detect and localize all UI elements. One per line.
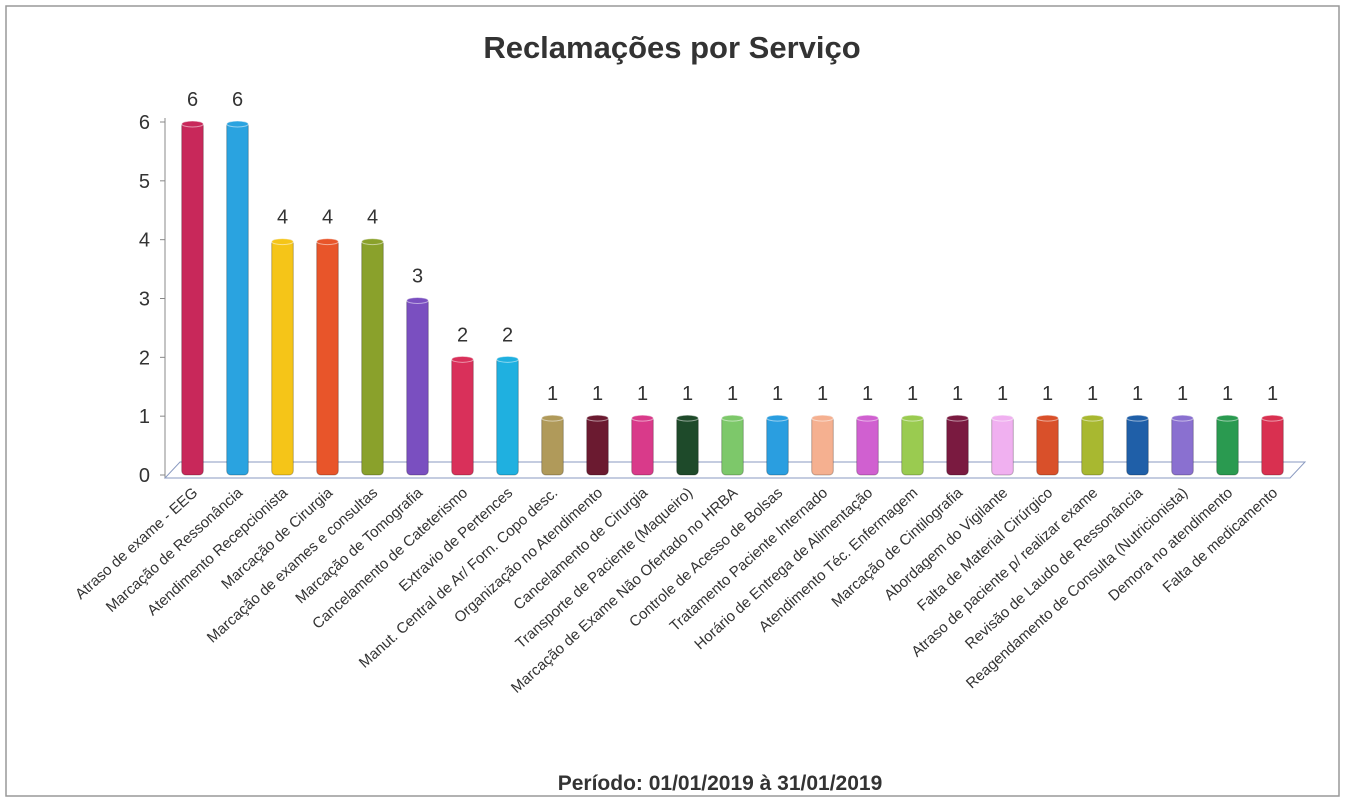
- bar-cap: [451, 355, 474, 363]
- bar-cap: [856, 414, 879, 422]
- bar: [991, 415, 1014, 476]
- bar-cap: [631, 414, 654, 422]
- value-label: 1: [817, 383, 828, 405]
- bar-cap: [541, 414, 564, 422]
- value-label: 6: [232, 89, 243, 111]
- bar-cap: [721, 414, 744, 422]
- y-tick-label: 1: [139, 406, 150, 428]
- bar-cap: [271, 238, 294, 246]
- bar-cap: [811, 414, 834, 422]
- y-tick-label: 4: [139, 230, 150, 252]
- bar-cap: [1081, 414, 1104, 422]
- bar-cap: [1126, 414, 1149, 422]
- bar-cap: [586, 414, 609, 422]
- value-label: 1: [727, 383, 738, 405]
- bar: [1216, 415, 1239, 476]
- value-label: 2: [502, 324, 513, 346]
- value-label: 1: [1042, 383, 1053, 405]
- value-label: 1: [682, 383, 693, 405]
- value-label: 1: [637, 383, 648, 405]
- value-label: 1: [592, 383, 603, 405]
- bar: [181, 121, 204, 476]
- bar-cap: [766, 414, 789, 422]
- bar-cap: [496, 355, 519, 363]
- bar-cap: [676, 414, 699, 422]
- bar-cap: [1261, 414, 1284, 422]
- bar: [496, 356, 519, 476]
- value-label: 1: [997, 383, 1008, 405]
- bar: [226, 121, 249, 476]
- y-tick-label: 0: [139, 465, 150, 487]
- bar-cap: [226, 120, 249, 128]
- bar: [1261, 415, 1284, 476]
- bar: [676, 415, 699, 476]
- value-label: 1: [862, 383, 873, 405]
- value-label: 1: [952, 383, 963, 405]
- bar: [901, 415, 924, 476]
- bar: [361, 239, 384, 476]
- bar: [451, 356, 474, 476]
- chart-subtitle: Período: 01/01/2019 à 31/01/2019: [558, 772, 883, 795]
- value-label: 1: [1087, 383, 1098, 405]
- y-tick-label: 3: [139, 289, 150, 311]
- y-tick-label: 2: [139, 347, 150, 369]
- chart-title: Reclamações por Serviço: [483, 30, 860, 65]
- bar: [856, 415, 879, 476]
- bar: [631, 415, 654, 476]
- bar-cap: [991, 414, 1014, 422]
- bar-cap: [361, 238, 384, 246]
- bar-cap: [406, 297, 429, 304]
- floor: [163, 461, 1307, 479]
- bar: [541, 415, 564, 476]
- value-label: 6: [187, 89, 198, 111]
- value-label: 1: [772, 383, 783, 405]
- bar: [316, 239, 339, 476]
- bar: [1036, 415, 1059, 476]
- bar: [766, 415, 789, 476]
- value-label: 1: [1267, 383, 1278, 405]
- bar: [1081, 415, 1104, 476]
- value-label: 2: [457, 324, 468, 346]
- value-label: 1: [1222, 383, 1233, 405]
- value-label: 4: [277, 207, 288, 229]
- bar-cap: [316, 238, 339, 246]
- value-label: 1: [547, 383, 558, 405]
- bar: [1171, 415, 1194, 476]
- bar: [406, 298, 429, 476]
- value-label: 4: [367, 207, 378, 229]
- bar: [721, 415, 744, 476]
- value-label: 3: [412, 266, 423, 288]
- bar: [271, 239, 294, 476]
- y-tick-label: 5: [139, 171, 150, 193]
- bar: [1126, 415, 1149, 476]
- bar: [811, 415, 834, 476]
- bar: [586, 415, 609, 476]
- bar-cap: [1171, 414, 1194, 422]
- y-tick-label: 6: [139, 112, 150, 134]
- bar-cap: [946, 414, 969, 422]
- value-label: 4: [322, 207, 333, 229]
- value-label: 1: [907, 383, 918, 405]
- value-label: 1: [1132, 383, 1143, 405]
- bar-cap: [901, 414, 924, 422]
- value-label: 1: [1177, 383, 1188, 405]
- bar-cap: [181, 120, 204, 128]
- bar: [946, 415, 969, 476]
- bar-cap: [1036, 414, 1059, 422]
- bar-cap: [1216, 414, 1239, 422]
